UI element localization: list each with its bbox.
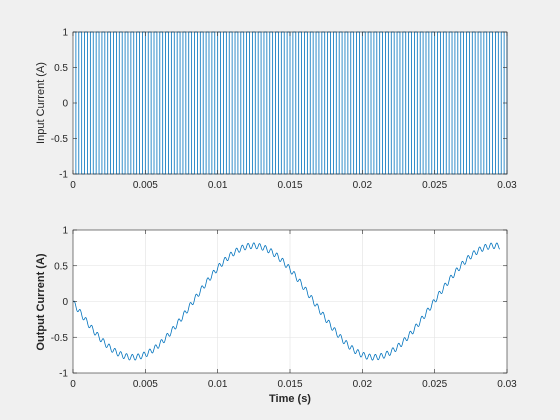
input-current-ytick-label: 0 [62,99,68,110]
output-current-xlabel: Time (s) [269,393,311,405]
input-current-axes: 0 0.005 0.01 0.015 0.02 0.025 0.03-1-0.500.51 … [35,28,517,192]
output-current-xtick-label: 0.03 [497,379,517,390]
input-current-xtick-label: 0.025 [422,180,447,191]
output-current-ytick-label: 0 [62,297,68,308]
output-current-axes: 0 0.005 0.01 0.015 0.02 0.025 0.03-1-0.500.51 … [35,226,517,406]
output-current-xtick-label: 0.005 [133,379,158,390]
output-current-series-line [72,242,500,361]
input-current-xtick-label: 0.005 [133,180,158,191]
input-current-ylabel: Input Current (A) [35,62,47,144]
output-current-xtick-label: 0.01 [208,379,228,390]
output-current-xtick-label: 0.015 [277,379,302,390]
input-current-ticks: 0 0.005 0.01 0.015 0.02 0.025 0.03 -1 -0.5 0 0.5 1 [51,28,517,192]
output-current-ytick-label: -1 [59,369,68,380]
output-current-ytick-label: -0.5 [51,333,69,344]
input-current-ytick-label: -1 [59,170,68,181]
output-current-xtick-label: 0.02 [353,379,373,390]
input-current-ytick-label: -0.5 [51,134,69,145]
input-current-ytick-label: 1 [62,28,68,39]
input-current-xtick-label: 0.02 [353,180,373,191]
output-current-ytick-label: 0.5 [54,261,68,272]
output-current-ylabel: Output Current (A) [35,253,47,350]
input-current-xtick-label: 0.015 [277,180,302,191]
input-current-xtick-label: 0 [70,180,76,191]
input-current-xtick-label: 0.01 [208,180,228,191]
output-current-ytick-label: 1 [62,226,68,237]
output-current-ticks: 0 0.005 0.01 0.015 0.02 0.025 0.03 -1 -0.5 0 0.5 1 [51,226,517,391]
input-current-xtick-label: 0.03 [497,180,517,191]
output-current-xtick-label: 0 [70,379,76,390]
input-current-ytick-label: 0.5 [54,63,68,74]
output-current-xtick-label: 0.025 [422,379,447,390]
